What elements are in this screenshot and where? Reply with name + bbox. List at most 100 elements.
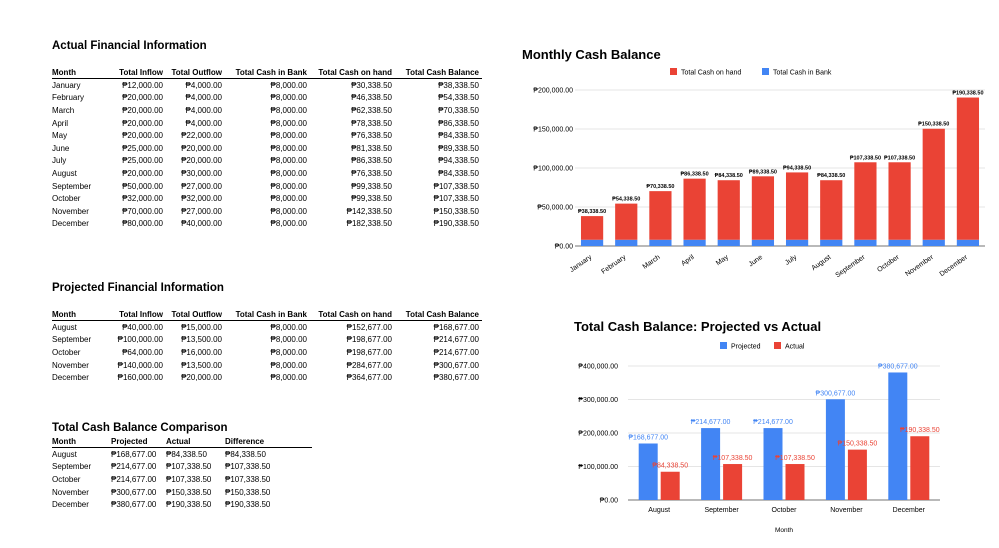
- column-header: Total Cash in Bank: [225, 309, 310, 321]
- table-cell: ₱13,500.00: [181, 335, 222, 345]
- table-cell: ₱76,338.50: [351, 168, 392, 178]
- x-tick-label: January: [569, 254, 594, 274]
- bar-cash-in-bank: [956, 239, 980, 246]
- bar-data-label: ₱84,338.50: [652, 463, 688, 470]
- bar-projected: [638, 443, 658, 500]
- table-cell: ₱150,338.50: [225, 487, 271, 497]
- x-tick-label: June: [748, 254, 765, 269]
- table-cell: August: [52, 449, 77, 459]
- bar-actual: [660, 471, 680, 500]
- y-tick-label: ₱400,000.00: [578, 364, 618, 371]
- x-tick-label: May: [715, 254, 730, 268]
- table-cell: ₱30,000.00: [181, 168, 222, 178]
- projected-vs-actual-chart: Projected Actual ₱0.00 ₱100,000.00 ₱200,000.…: [578, 342, 940, 534]
- table-cell: ₱64,000.00: [122, 347, 163, 357]
- bar-cash-in-bank: [615, 239, 638, 246]
- column-header: Total Inflow: [111, 309, 166, 321]
- table-cell: ₱214,677.00: [433, 335, 479, 345]
- table-cell: ₱20,000.00: [122, 93, 163, 103]
- y-tick-label: ₱150,000.00: [533, 127, 573, 134]
- bar-actual: [847, 449, 867, 500]
- table-cell: ₱40,000.00: [181, 219, 222, 229]
- table-cell: ₱4,000.00: [185, 118, 222, 128]
- table-row: August ₱40,000.00 ₱15,000.00 ₱8,000.00 ₱152,…: [52, 321, 482, 334]
- monthly-cash-balance-chart: Total Cash on hand Total Cash in Bank ₱0.0…: [533, 68, 985, 279]
- table-cell: ₱8,000.00: [270, 194, 307, 204]
- table-cell: ₱160,000.00: [117, 373, 163, 383]
- table-cell: ₱8,000.00: [270, 206, 307, 216]
- bar-cash-in-bank: [717, 239, 740, 246]
- bar-data-label: ₱168,677.00: [628, 434, 668, 441]
- y-tick-label: ₱100,000.00: [533, 166, 573, 173]
- table-cell: ₱107,338.50: [433, 194, 479, 204]
- bar-cash-on-hand: [615, 203, 638, 240]
- x-tick-label: September: [704, 507, 739, 514]
- bar-cash-in-bank: [580, 239, 604, 246]
- table-cell: ₱8,000.00: [270, 322, 307, 332]
- table-row: June ₱25,000.00 ₱20,000.00 ₱8,000.00 ₱81,338…: [52, 142, 482, 155]
- table-row: September ₱100,000.00 ₱13,500.00 ₱8,000.00 ₱…: [52, 334, 482, 347]
- table-cell: ₱8,000.00: [270, 93, 307, 103]
- bar-projected: [763, 428, 783, 500]
- table-cell: ₱214,677.00: [111, 474, 157, 484]
- table-cell: November: [52, 360, 89, 370]
- bar-data-label: ₱107,338.50: [850, 155, 881, 161]
- table-cell: September: [52, 335, 92, 345]
- table-cell: ₱8,000.00: [270, 80, 307, 90]
- y-tick-label: ₱200,000.00: [533, 88, 573, 95]
- legend-label: Total Cash on hand: [681, 70, 741, 77]
- legend-swatch: [762, 68, 769, 75]
- table-cell: ₱15,000.00: [181, 322, 222, 332]
- table-cell: ₱380,677.00: [433, 373, 479, 383]
- table-row: February ₱20,000.00 ₱4,000.00 ₱8,000.00 ₱46,…: [52, 92, 482, 105]
- table-cell: ₱84,338.50: [438, 168, 479, 178]
- table-row: December ₱160,000.00 ₱20,000.00 ₱8,000.00 ₱3…: [52, 371, 482, 384]
- x-tick-label: February: [600, 254, 627, 276]
- table-cell: October: [52, 347, 81, 357]
- bar-data-label: ₱214,677.00: [753, 419, 793, 426]
- legend-label: Total Cash in Bank: [773, 70, 832, 77]
- table-row: October ₱214,677.00 ₱107,338.50 ₱107,338.50: [52, 473, 312, 486]
- table-cell: ₱86,338.50: [438, 118, 479, 128]
- table-cell: ₱8,000.00: [270, 181, 307, 191]
- table-cell: ₱8,000.00: [270, 335, 307, 345]
- table-cell: ₱107,338.50: [433, 181, 479, 191]
- table-cell: ₱107,338.50: [225, 474, 271, 484]
- table-cell: July: [52, 156, 67, 166]
- table-cell: ₱99,338.50: [351, 181, 392, 191]
- bar-data-label: ₱380,677.00: [878, 363, 918, 370]
- table-row: April ₱20,000.00 ₱4,000.00 ₱8,000.00 ₱78,338…: [52, 117, 482, 130]
- table-cell: ₱8,000.00: [270, 219, 307, 229]
- table-cell: ₱168,677.00: [433, 322, 479, 332]
- table-cell: ₱94,338.50: [438, 156, 479, 166]
- table-cell: ₱84,338.50: [166, 449, 207, 459]
- column-header: Difference: [225, 436, 312, 448]
- table-cell: November: [52, 487, 89, 497]
- table-cell: ₱8,000.00: [270, 373, 307, 383]
- table-cell: ₱76,338.50: [351, 131, 392, 141]
- x-tick-label: October: [772, 507, 798, 514]
- bar-cash-in-bank: [785, 239, 809, 246]
- table-cell: ₱190,338.50: [166, 500, 212, 510]
- table-cell: ₱4,000.00: [185, 105, 222, 115]
- bar-cash-on-hand: [956, 97, 980, 240]
- table-header-row: Month Total Inflow Total Outflow Total Cash…: [52, 67, 482, 79]
- table-cell: August: [52, 168, 77, 178]
- table-cell: ₱8,000.00: [270, 143, 307, 153]
- table-cell: ₱78,338.50: [351, 118, 392, 128]
- column-header: Total Cash Balance: [395, 309, 482, 321]
- bar-cash-on-hand: [785, 172, 809, 240]
- table-cell: December: [52, 373, 89, 383]
- actual-table-title: Actual Financial Information: [52, 40, 207, 52]
- table-cell: ₱84,338.50: [438, 131, 479, 141]
- table-cell: ₱364,677.00: [346, 373, 392, 383]
- table-cell: ₱198,677.00: [346, 347, 392, 357]
- table-cell: October: [52, 194, 81, 204]
- bar-actual: [910, 436, 930, 500]
- bar-cash-on-hand: [580, 216, 604, 240]
- column-header: Month: [52, 67, 111, 79]
- table-cell: ₱38,338.50: [438, 80, 479, 90]
- table-row: September ₱214,677.00 ₱107,338.50 ₱107,338.…: [52, 461, 312, 474]
- y-tick-label: ₱300,000.00: [578, 397, 618, 404]
- table-row: May ₱20,000.00 ₱22,000.00 ₱8,000.00 ₱76,338.…: [52, 129, 482, 142]
